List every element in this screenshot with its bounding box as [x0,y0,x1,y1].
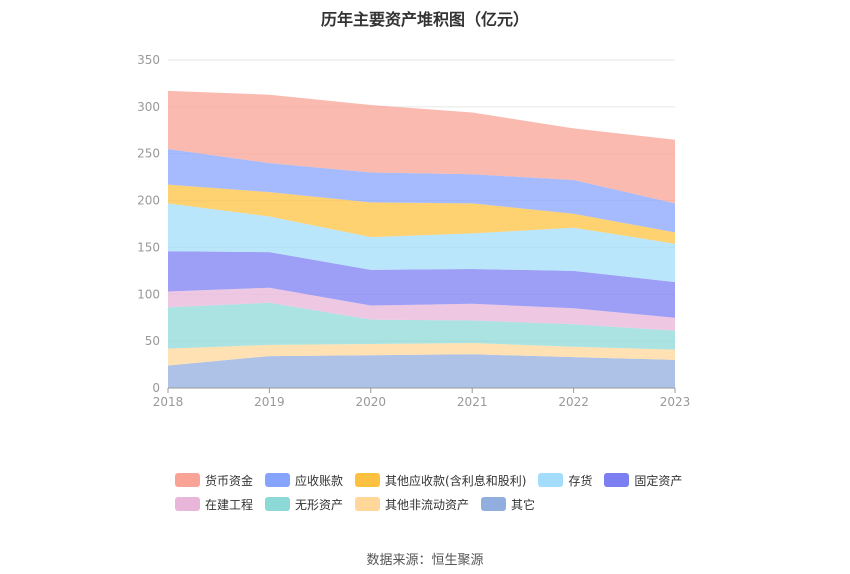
legend-item[interactable]: 固定资产 [604,472,682,488]
x-tick-label: 2018 [153,395,184,409]
y-tick-label: 0 [152,381,160,395]
legend-label: 其他应收款(含利息和股利) [385,473,527,488]
area-series-4 [168,251,675,318]
legend-item[interactable]: 其它 [481,496,535,512]
x-tick-label: 2023 [660,395,691,409]
legend-swatch [175,497,200,511]
y-tick-label: 250 [137,147,160,161]
axis-layer: 0 50 100 150 200 250 300 350 2018 2019 2020 2021 202… [137,53,690,409]
area-series-3 [168,287,675,331]
legend-item[interactable]: 在建工程 [175,496,253,512]
x-tick-label: 2022 [558,395,589,409]
legend-item[interactable]: 其他非流动资产 [355,496,469,512]
legend-swatch [355,473,381,487]
area-series-8 [168,90,675,204]
legend-label: 其他非流动资产 [385,497,470,512]
legend-label: 固定资产 [634,473,683,488]
y-tick-label: 150 [137,240,160,254]
legend-swatch [175,473,200,487]
legend-swatch [355,497,381,511]
legend-label: 无形资产 [295,497,344,512]
chart-title: 历年主要资产堆积图（亿元） [320,10,529,29]
legend-swatch [481,497,507,511]
y-tick-label: 300 [137,100,160,114]
legend-item[interactable]: 应收账款 [265,472,343,488]
legend-label: 应收账款 [295,473,344,488]
y-tick-label: 100 [137,287,160,301]
area-layer [168,90,675,388]
x-tick-label: 2021 [457,395,488,409]
area-series-1 [168,343,675,366]
area-series-7 [168,149,675,233]
legend-swatch [604,473,630,487]
legend-label: 其它 [511,497,536,512]
y-tick-label: 350 [137,53,160,67]
legend: 货币资金 应收账款 其他应收款(含利息和股利) 存货 固定资产在建工程 无形资产 其他非流动… [175,472,695,520]
legend-swatch [538,473,564,487]
x-tick-label: 2019 [254,395,285,409]
area-series-0 [168,354,675,388]
legend-item[interactable]: 其他应收款(含利息和股利) [355,472,526,488]
y-tick-label: 200 [137,194,160,208]
legend-item[interactable]: 无形资产 [265,496,343,512]
y-tick-label: 50 [145,334,160,348]
legend-label: 在建工程 [205,497,254,512]
legend-swatch [265,497,291,511]
area-series-6 [168,184,675,244]
legend-label: 货币资金 [205,473,254,488]
x-tick-label: 2020 [356,395,387,409]
area-series-5 [168,203,675,283]
legend-label: 存货 [568,473,593,488]
area-series-2 [168,302,675,350]
legend-item[interactable]: 货币资金 [175,472,253,488]
legend-item[interactable]: 存货 [538,472,592,488]
legend-swatch [265,473,291,487]
data-source: 数据来源：恒生聚源 [366,553,484,568]
